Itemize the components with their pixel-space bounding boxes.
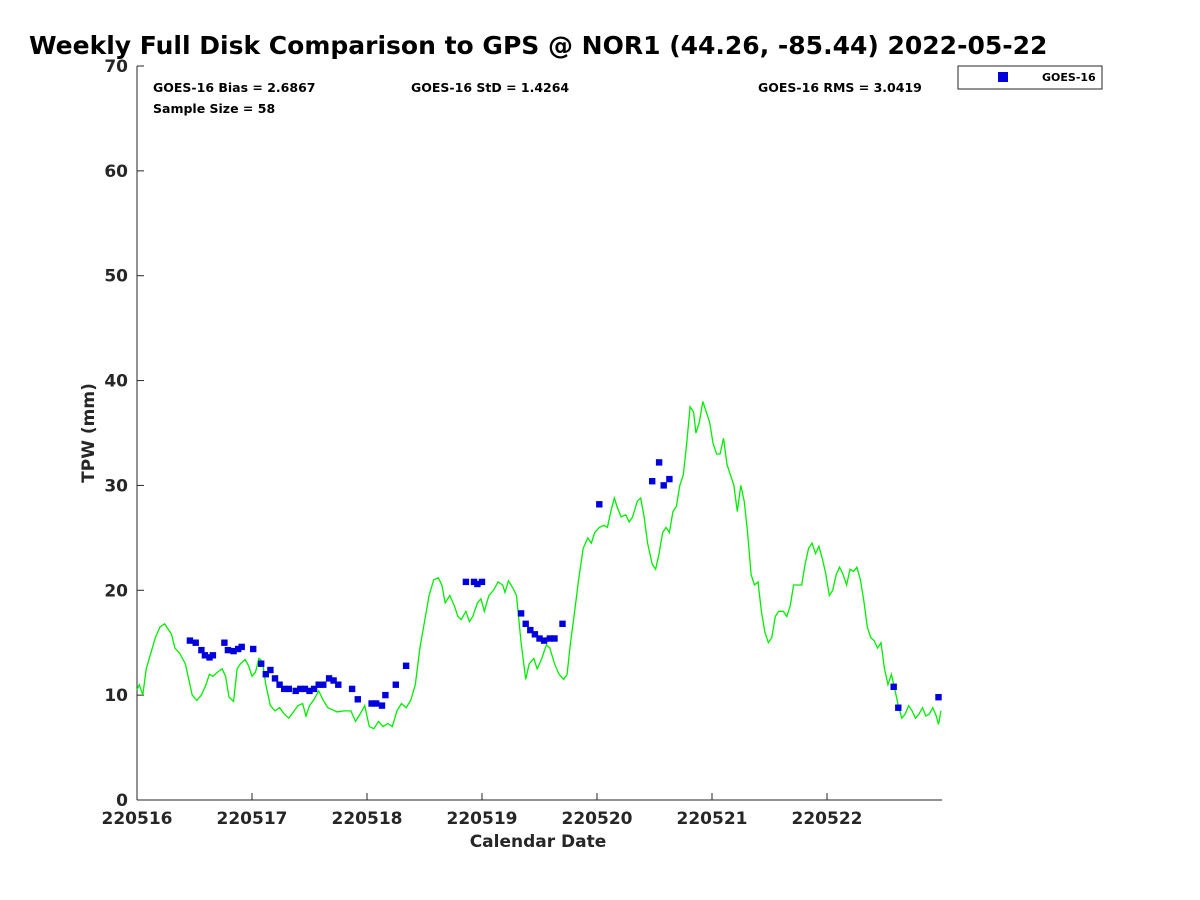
goes-point xyxy=(201,652,209,659)
x-tick-label: 220521 xyxy=(677,809,748,829)
goes-point xyxy=(281,685,288,693)
goes-point xyxy=(935,694,942,701)
goes-point xyxy=(330,677,337,684)
goes-point xyxy=(474,580,481,588)
goes-point xyxy=(315,681,322,688)
x-tick-label: 220517 xyxy=(217,809,288,829)
goes-point xyxy=(348,685,356,693)
goes-point xyxy=(536,635,543,642)
goes-point xyxy=(660,482,667,489)
x-tick-label: 220522 xyxy=(792,809,863,829)
y-tick-label: 60 xyxy=(104,162,128,182)
y-tick-label: 20 xyxy=(104,581,128,601)
y-axis-ticks: 0 10 20 30 40 50 60 70 xyxy=(104,57,144,811)
goes-point xyxy=(655,459,663,466)
goes-point xyxy=(335,681,342,688)
goes-point xyxy=(310,685,318,693)
goes-point xyxy=(551,635,558,642)
goes-point xyxy=(198,646,205,654)
goes-point xyxy=(262,671,269,678)
y-tick-label: 70 xyxy=(104,57,128,77)
x-tick-label: 220518 xyxy=(332,809,403,829)
goes-point xyxy=(378,702,386,709)
y-tick-label: 10 xyxy=(104,686,128,706)
x-axis-ticks: 220516 220517 220518 220519 220520 220521 2205… xyxy=(102,793,863,829)
goes-point xyxy=(402,662,410,669)
goes-point xyxy=(540,637,548,644)
gps-series xyxy=(136,401,942,730)
goes-point xyxy=(186,637,194,644)
stat-sample-size: Sample Size = 58 xyxy=(153,101,275,116)
x-axis-label: Calendar Date xyxy=(470,832,607,852)
goes-point xyxy=(895,704,902,711)
x-tick-label: 220520 xyxy=(562,809,633,829)
goes-point xyxy=(306,687,313,695)
goes-point xyxy=(368,700,375,707)
y-axis-label: TPW (mm) xyxy=(79,383,99,483)
goes-point xyxy=(320,681,327,688)
goes-point xyxy=(238,643,245,651)
goes-point xyxy=(354,696,361,703)
goes-point xyxy=(221,639,228,646)
goes-point xyxy=(230,647,237,655)
goes-point xyxy=(258,660,265,667)
y-tick-label: 0 xyxy=(116,791,128,811)
goes-point xyxy=(470,578,478,586)
goes-point xyxy=(373,700,380,707)
stat-rms: GOES-16 RMS = 3.0419 xyxy=(758,80,922,95)
goes-point xyxy=(271,675,279,682)
goes-point xyxy=(531,631,539,638)
goes-point xyxy=(285,685,292,693)
goes-point xyxy=(301,685,309,693)
goes-point xyxy=(890,683,897,690)
stat-bias: GOES-16 Bias = 2.6867 xyxy=(153,80,315,95)
goes-series xyxy=(186,459,942,711)
x-tick-label: 220516 xyxy=(102,809,173,829)
goes-point xyxy=(292,687,299,695)
stat-std: GOES-16 StD = 1.4264 xyxy=(411,80,569,95)
goes-point xyxy=(267,666,274,674)
goes-point xyxy=(325,675,333,682)
y-tick-label: 40 xyxy=(104,372,128,392)
goes-point xyxy=(276,681,283,688)
legend-box xyxy=(957,65,1103,90)
legend-label-goes: GOES-16 xyxy=(1042,71,1096,84)
goes-point xyxy=(250,645,257,653)
goes-point xyxy=(392,681,399,688)
goes-point xyxy=(462,578,470,586)
goes-point xyxy=(666,475,673,483)
goes-point xyxy=(517,610,525,617)
goes-point xyxy=(297,685,304,693)
goes-point xyxy=(209,652,217,659)
goes-point xyxy=(478,578,486,586)
legend-marker-goes xyxy=(998,72,1008,82)
y-tick-label: 30 xyxy=(104,476,128,496)
goes-point xyxy=(559,620,566,627)
x-tick-label: 220519 xyxy=(447,809,518,829)
gps-line xyxy=(136,401,942,730)
goes-point xyxy=(649,478,656,485)
goes-point xyxy=(527,626,534,634)
goes-point xyxy=(522,620,529,627)
goes-point xyxy=(546,635,553,642)
goes-point xyxy=(206,654,213,661)
goes-point xyxy=(382,691,389,699)
y-tick-label: 50 xyxy=(104,267,128,287)
chart-title: Weekly Full Disk Comparison to GPS @ NOR… xyxy=(29,31,1047,60)
goes-point xyxy=(192,639,199,646)
goes-point xyxy=(596,501,603,508)
goes-point xyxy=(224,646,232,654)
goes-point xyxy=(235,645,242,653)
legend: GOES-16 xyxy=(957,65,1103,90)
